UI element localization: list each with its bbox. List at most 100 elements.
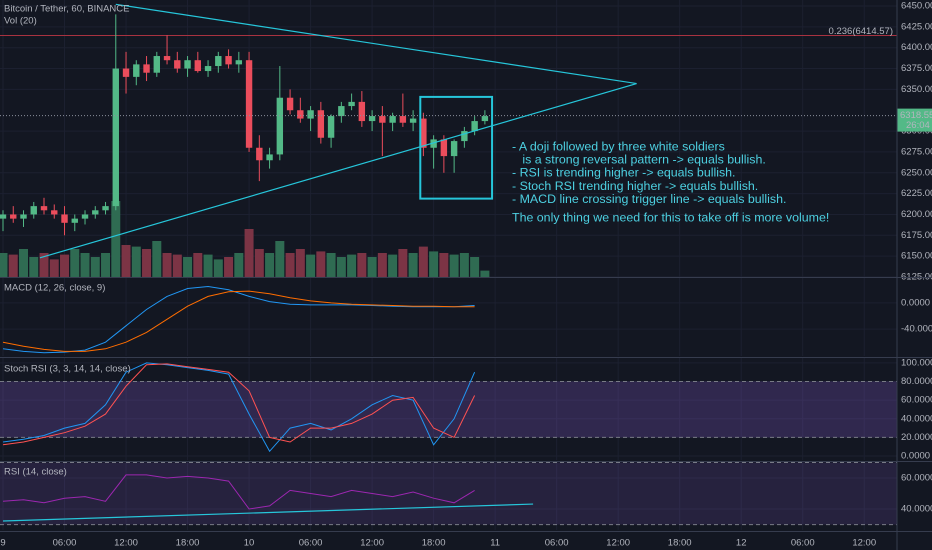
annotation-text: is a strong reversal pattern -> equals b… bbox=[512, 152, 766, 166]
volume-bar bbox=[90, 257, 100, 277]
volume-bar bbox=[29, 257, 39, 277]
indicator-line bbox=[2, 362, 476, 453]
fib-label: 0.236(6414.57) bbox=[829, 26, 893, 37]
volume-label: Vol (20) bbox=[4, 16, 37, 27]
x-tick-label: 18:00 bbox=[668, 538, 692, 549]
volume-bar bbox=[162, 253, 172, 277]
countdown-label: 26:04 bbox=[906, 120, 930, 131]
volume-bar bbox=[152, 241, 162, 277]
y-tick-label: 6425.000 bbox=[901, 21, 932, 32]
volume-bar bbox=[459, 253, 469, 277]
candle-body bbox=[10, 214, 17, 219]
volume-bar bbox=[19, 249, 29, 277]
y-tick-label: 6250.000 bbox=[901, 167, 932, 178]
candle-body bbox=[143, 64, 150, 73]
y-tick-label: 6150.000 bbox=[901, 251, 932, 262]
volume-bar bbox=[193, 253, 203, 277]
y-tick-label: 6375.000 bbox=[901, 63, 932, 74]
candle-body bbox=[266, 154, 273, 161]
volume-bar bbox=[244, 229, 254, 277]
volume-bar bbox=[408, 253, 418, 277]
x-tick-label: 12:00 bbox=[360, 538, 384, 549]
candle-body bbox=[51, 210, 58, 215]
band bbox=[0, 381, 897, 438]
pane-title: RSI (14, close) bbox=[4, 467, 67, 478]
candle-body bbox=[0, 214, 7, 219]
volume-bar bbox=[131, 246, 141, 277]
candle-body bbox=[256, 147, 263, 161]
candle-body bbox=[163, 56, 171, 61]
y-tick-label: 60.0000 bbox=[901, 473, 932, 484]
trendline bbox=[39, 82, 637, 259]
candle-body bbox=[286, 97, 294, 111]
candle-body bbox=[389, 116, 396, 123]
candle-body bbox=[450, 141, 458, 157]
volume-bar bbox=[213, 259, 223, 277]
candle-body bbox=[409, 118, 417, 123]
volume-bar bbox=[254, 249, 264, 277]
candle-body bbox=[194, 60, 202, 72]
candle-body bbox=[184, 60, 191, 69]
candle-body bbox=[297, 110, 304, 119]
volume-bar bbox=[326, 253, 336, 277]
indicator-line bbox=[2, 474, 475, 510]
volume-bar bbox=[429, 251, 439, 277]
volume-bar bbox=[49, 259, 59, 277]
candle-body bbox=[471, 121, 478, 132]
y-tick-label: 6400.000 bbox=[901, 42, 932, 53]
candle-body bbox=[92, 210, 99, 215]
volume-bar bbox=[470, 257, 480, 277]
candle-body bbox=[20, 214, 27, 219]
y-tick-label: 6350.000 bbox=[901, 84, 932, 95]
volume-bar bbox=[60, 254, 70, 277]
annotation-text: - A doji followed by three white soldier… bbox=[512, 139, 725, 153]
candle-body bbox=[276, 97, 284, 155]
candle-body bbox=[358, 101, 366, 122]
volume-bar bbox=[8, 254, 18, 277]
candle-body bbox=[81, 214, 89, 219]
volume-bar bbox=[306, 254, 316, 277]
y-tick-label: 60.0000 bbox=[901, 395, 932, 406]
volume-bar bbox=[0, 253, 8, 277]
candle-body bbox=[327, 116, 335, 138]
y-tick-label: 20.0000 bbox=[901, 432, 932, 443]
volume-bar bbox=[285, 253, 295, 277]
chart-title: Bitcoin / Tether, 60, BINANCE bbox=[4, 4, 130, 15]
y-tick-label: 6200.000 bbox=[901, 209, 932, 220]
candle-body bbox=[399, 116, 407, 123]
x-tick-label: 06:00 bbox=[791, 538, 815, 549]
candle-body bbox=[112, 68, 119, 207]
pane-title: MACD (12, 26, close, 9) bbox=[4, 283, 105, 294]
candle-body bbox=[133, 64, 140, 77]
highlight-box bbox=[419, 95, 494, 200]
last-price-label: 6318.55 bbox=[900, 110, 932, 121]
x-tick-label: 11 bbox=[490, 538, 500, 549]
band bbox=[0, 462, 897, 525]
volume-bar bbox=[480, 270, 490, 277]
volume-bar bbox=[439, 253, 449, 277]
volume-bar bbox=[295, 249, 305, 277]
y-tick-label: 6175.000 bbox=[901, 230, 932, 241]
candle-body bbox=[440, 139, 448, 157]
volume-bar bbox=[265, 253, 275, 277]
y-tick-label: 80.0000 bbox=[901, 376, 932, 387]
y-tick-label: 6225.000 bbox=[901, 188, 932, 199]
candle-body bbox=[481, 116, 489, 122]
candle-body bbox=[153, 56, 160, 73]
volume-bar bbox=[336, 257, 346, 277]
candle-body bbox=[348, 101, 355, 107]
y-tick-label: 100.0000 bbox=[901, 357, 932, 368]
y-tick-label: 40.0000 bbox=[901, 504, 932, 515]
y-tick-label: 0.0000 bbox=[901, 451, 930, 462]
annotation-text: - RSI is trending higher -> equals bulli… bbox=[512, 166, 736, 180]
volume-bar bbox=[80, 253, 90, 277]
x-tick-label: 12 bbox=[736, 538, 747, 549]
candle-body bbox=[461, 131, 468, 142]
annotation-text: The only thing we need for this to take … bbox=[512, 210, 829, 224]
volume-bar bbox=[183, 257, 193, 277]
y-tick-label: -40.0000 bbox=[901, 324, 932, 335]
candle-body bbox=[204, 66, 212, 72]
volume-bar bbox=[377, 253, 387, 277]
